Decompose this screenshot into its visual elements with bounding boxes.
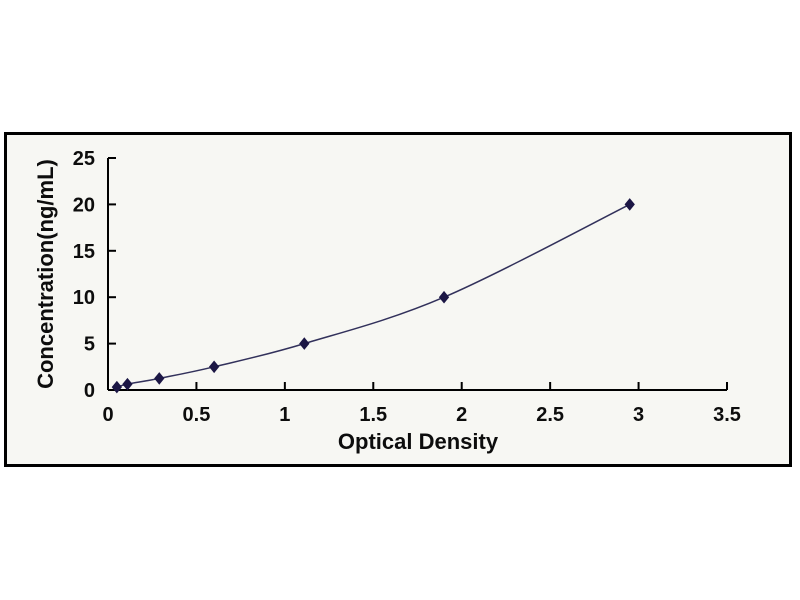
data-point-marker xyxy=(111,380,122,394)
y-tick-label: 0 xyxy=(84,380,95,402)
y-tick-label: 20 xyxy=(73,194,95,216)
y-tick-label: 15 xyxy=(73,241,95,263)
x-tick-label: 2.5 xyxy=(536,404,564,426)
y-tick-label: 10 xyxy=(73,287,95,309)
x-axis-title: Optical Density xyxy=(337,429,499,454)
data-point-marker xyxy=(624,198,635,211)
x-tick-label: 0.5 xyxy=(183,404,211,426)
standard-curve-chart: 0 0.5 1 1.5 2 2.5 3 3.5 0 5 10 15 20 25 xyxy=(73,148,741,426)
x-tick-label: 0 xyxy=(102,404,113,426)
x-tick-label: 1.5 xyxy=(359,404,387,426)
chart-frame: 0 0.5 1 1.5 2 2.5 3 3.5 0 5 10 15 20 25 xyxy=(4,132,792,467)
x-tick-label: 3.5 xyxy=(713,404,741,426)
data-point-marker xyxy=(208,360,220,374)
x-tick-label: 1 xyxy=(279,404,290,426)
data-point-marker xyxy=(154,372,165,385)
x-tick-label: 3 xyxy=(633,404,644,426)
data-point-marker xyxy=(438,290,450,304)
y-tick-label: 5 xyxy=(84,334,95,356)
data-point-marker xyxy=(122,377,133,391)
data-point-marker xyxy=(299,337,310,350)
curve-line xyxy=(116,203,631,388)
y-tick-label: 25 xyxy=(73,148,95,170)
y-axis-title: Concentration(ng/mL) xyxy=(33,159,58,389)
x-tick-label: 2 xyxy=(456,404,467,426)
